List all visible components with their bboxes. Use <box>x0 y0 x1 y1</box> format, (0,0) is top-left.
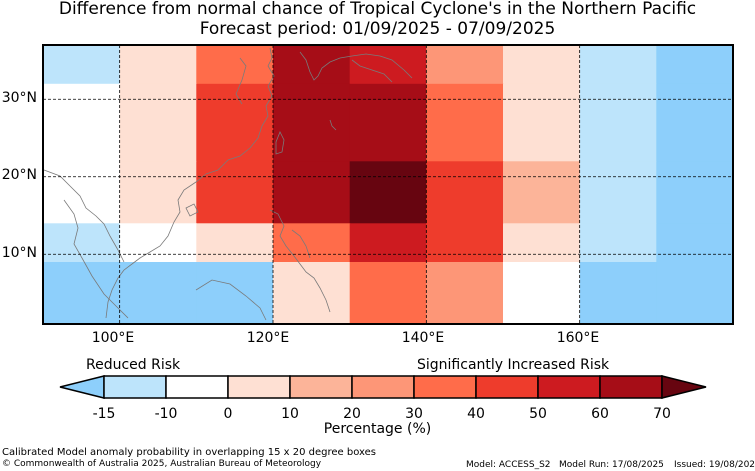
grid-cell <box>503 99 581 162</box>
colorbar-tick: 0 <box>223 406 233 422</box>
grid-cell <box>196 262 274 325</box>
grid-cell <box>579 45 657 85</box>
grid-cell <box>349 99 427 162</box>
grid-cell <box>503 223 581 263</box>
lon-label-120: 120°E <box>246 330 290 346</box>
grid-cell <box>426 99 504 162</box>
grid-cell <box>579 99 657 162</box>
grid-cell <box>119 99 197 162</box>
footer-issued: Issued: 19/08/2025 <box>674 460 755 470</box>
colorbar-bin <box>475 375 539 399</box>
colorbar-over-arrow <box>661 375 707 399</box>
grid-cell <box>196 83 274 100</box>
grid-cell <box>656 83 734 100</box>
colorbar-tick: 20 <box>343 406 361 422</box>
grid-cell <box>273 99 351 162</box>
colorbar-tick: 40 <box>467 406 485 422</box>
grid-cell <box>273 262 351 325</box>
grid-cell <box>503 262 581 325</box>
grid-cell <box>349 161 427 224</box>
map-frame <box>42 44 734 325</box>
colorbar-bin <box>103 375 167 399</box>
coastline <box>43 47 413 321</box>
colorbar-bin <box>413 375 477 399</box>
lat-label-30: 30°N <box>1 90 37 106</box>
reduced-risk-label: Reduced Risk <box>86 357 181 373</box>
grid-cell <box>43 262 121 325</box>
grid-cell <box>43 45 121 85</box>
grid-cell <box>43 223 121 263</box>
grid-cell <box>426 262 504 325</box>
grid-cell <box>119 83 197 100</box>
grid-cell <box>656 161 734 224</box>
grid-cell <box>119 223 197 263</box>
grid-cell <box>119 45 197 85</box>
grid-cell <box>503 161 581 224</box>
colorbar-tick: 50 <box>529 406 547 422</box>
grid-cell <box>656 99 734 162</box>
colorbar-bin <box>537 375 601 399</box>
lon-label-140: 140°E <box>401 330 445 346</box>
grid-cell <box>656 262 734 325</box>
colorbar-bin <box>227 375 291 399</box>
colorbar-bin <box>289 375 353 399</box>
chart-title: Difference from normal chance of Tropica… <box>58 0 697 19</box>
footer-model: Model: ACCESS_S2 <box>466 460 551 470</box>
colorbar-tick: -15 <box>92 406 116 422</box>
grid-cell <box>349 262 427 325</box>
colorbar-tick: 10 <box>281 406 299 422</box>
grid-cell <box>503 83 581 100</box>
colorbar-tick: 60 <box>591 406 609 422</box>
grid-cell <box>426 161 504 224</box>
grid-cell <box>426 223 504 263</box>
grid-cell <box>119 262 197 325</box>
grid-cells <box>43 45 734 325</box>
increased-risk-label: Significantly Increased Risk <box>417 357 610 373</box>
grid-cell <box>196 45 274 85</box>
grid-cell <box>43 99 121 162</box>
colorbar-title: Percentage (%) <box>323 421 432 437</box>
grid-cell <box>349 83 427 100</box>
colorbar-bin <box>599 375 663 399</box>
grid-cell <box>119 161 197 224</box>
grid-cell <box>656 223 734 263</box>
grid-cell <box>579 83 657 100</box>
lat-label-20: 20°N <box>1 167 37 183</box>
grid-cell <box>503 45 581 85</box>
lat-label-10: 10°N <box>1 245 37 261</box>
colorbar-tick: -10 <box>154 406 178 422</box>
colorbar <box>59 375 707 399</box>
colorbar-bin <box>165 375 229 399</box>
grid-cell <box>196 223 274 263</box>
colorbar-tick: 30 <box>405 406 423 422</box>
lon-label-160: 160°E <box>556 330 600 346</box>
footer-model-run: Model Run: 17/08/2025 <box>559 460 664 470</box>
grid-cell <box>196 161 274 224</box>
grid-cell <box>273 223 351 263</box>
footer-description: Calibrated Model anomaly probability in … <box>2 447 377 458</box>
grid-cell <box>196 99 274 162</box>
forecast-period: Forecast period: 01/09/2025 - 07/09/2025 <box>199 19 556 39</box>
graticule <box>43 45 733 324</box>
grid-cell <box>349 223 427 263</box>
grid-cell <box>273 161 351 224</box>
footer-copyright: © Commonwealth of Australia 2025, Austra… <box>2 459 322 469</box>
grid-cell <box>426 83 504 100</box>
grid-cell <box>579 223 657 263</box>
colorbar-tick: 70 <box>653 406 671 422</box>
grid-cell <box>579 262 657 325</box>
grid-cell <box>43 83 121 100</box>
lon-label-100: 100°E <box>91 330 135 346</box>
grid-cell <box>273 83 351 100</box>
grid-cell <box>656 45 734 85</box>
grid-cell <box>43 161 121 224</box>
grid-cell <box>273 45 351 85</box>
colorbar-bin <box>351 375 415 399</box>
grid-cell <box>426 45 504 85</box>
grid-cell <box>579 161 657 224</box>
colorbar-under-arrow <box>59 375 105 399</box>
